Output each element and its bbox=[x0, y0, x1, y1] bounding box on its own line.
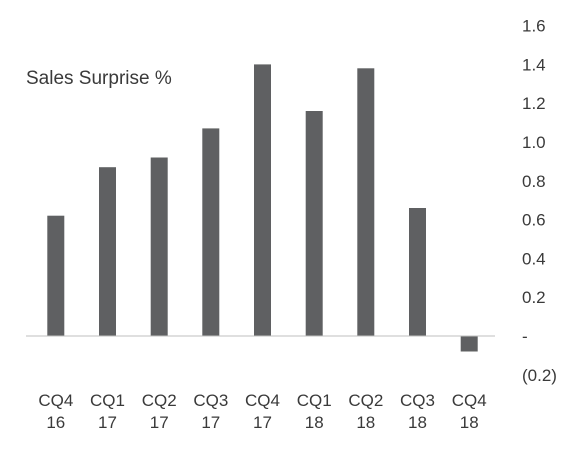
bar-cq2-18 bbox=[357, 68, 375, 337]
y-tick-label: 1.0 bbox=[522, 133, 546, 152]
x-axis-category-labels: CQ4 16 CQ1 17 CQ2 17 CQ3 17 CQ4 17 CQ1 18 CQ2 18 CQ3 18… bbox=[38, 391, 486, 432]
y-tick-label: 0.8 bbox=[522, 172, 546, 191]
x-category-label: CQ3 bbox=[193, 391, 228, 410]
x-category-label: 17 bbox=[253, 413, 272, 432]
x-category-label: 18 bbox=[408, 413, 427, 432]
y-tick-label: - bbox=[522, 327, 528, 346]
x-category-label: CQ4 bbox=[38, 391, 73, 410]
x-category-label: 18 bbox=[460, 413, 479, 432]
x-category-label: 17 bbox=[150, 413, 169, 432]
x-category-label: CQ4 bbox=[245, 391, 280, 410]
bars-group bbox=[47, 64, 478, 352]
x-category-label: 18 bbox=[305, 413, 324, 432]
x-category-label: 18 bbox=[356, 413, 375, 432]
chart-title: Sales Surprise % bbox=[26, 68, 172, 89]
y-tick-label: 0.6 bbox=[522, 211, 546, 230]
x-category-label: CQ1 bbox=[90, 391, 125, 410]
y-axis-tick-labels: 1.6 1.4 1.2 1.0 0.8 0.6 0.4 0.2 - (0.2) bbox=[522, 17, 557, 385]
bar-cq4-18 bbox=[460, 336, 478, 352]
x-category-label: CQ1 bbox=[297, 391, 332, 410]
x-category-label: CQ2 bbox=[142, 391, 177, 410]
y-tick-label: 1.4 bbox=[522, 55, 546, 74]
bar-cq4-16 bbox=[47, 215, 65, 336]
y-tick-label: 0.2 bbox=[522, 288, 546, 307]
y-tick-label: 0.4 bbox=[522, 249, 546, 268]
y-tick-label: (0.2) bbox=[522, 366, 557, 385]
x-category-label: CQ4 bbox=[452, 391, 487, 410]
bar-cq4-17 bbox=[254, 64, 271, 337]
bar-cq2-17 bbox=[150, 157, 168, 336]
bar-cq1-18 bbox=[305, 111, 323, 336]
x-category-label: CQ3 bbox=[400, 391, 435, 410]
y-tick-label: 1.6 bbox=[522, 17, 546, 36]
bar-cq1-17 bbox=[99, 167, 116, 336]
bar-cq3-17 bbox=[202, 128, 220, 336]
x-category-label: 16 bbox=[46, 413, 65, 432]
x-category-label: CQ2 bbox=[348, 391, 383, 410]
x-category-label: 17 bbox=[98, 413, 117, 432]
y-tick-label: 1.2 bbox=[522, 94, 546, 113]
x-category-label: 17 bbox=[201, 413, 220, 432]
bar-cq3-18 bbox=[409, 208, 426, 336]
